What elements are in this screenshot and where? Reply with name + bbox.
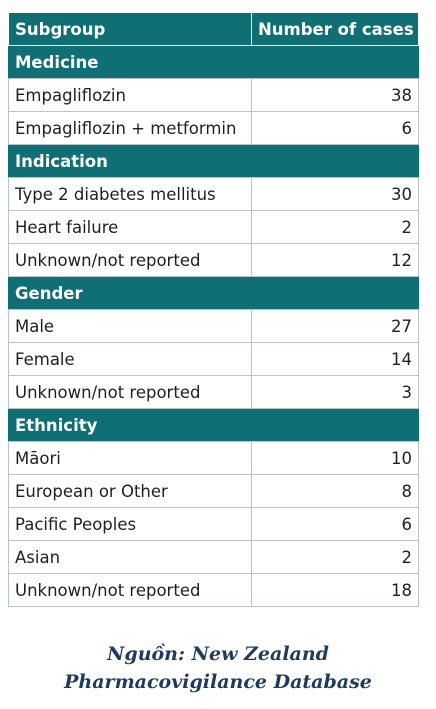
group-title: Indication bbox=[8, 144, 419, 178]
row-value: 38 bbox=[251, 78, 419, 112]
row-value: 14 bbox=[251, 342, 419, 376]
table-row: Pacific Peoples 6 bbox=[8, 507, 419, 541]
table-row: Female 14 bbox=[8, 342, 419, 376]
row-value: 2 bbox=[251, 210, 419, 244]
row-value: 2 bbox=[251, 540, 419, 574]
group-title: Gender bbox=[8, 276, 419, 310]
table-row: Heart failure 2 bbox=[8, 210, 419, 244]
row-label: Type 2 diabetes mellitus bbox=[8, 177, 252, 211]
row-value: 30 bbox=[251, 177, 419, 211]
row-label: Empagliflozin + metformin bbox=[8, 111, 252, 145]
row-value: 27 bbox=[251, 309, 419, 343]
table-row: Empagliflozin 38 bbox=[8, 78, 419, 112]
group-row-indication: Indication bbox=[8, 144, 419, 178]
cases-table: Subgroup Number of cases Medicine Empagl… bbox=[8, 12, 419, 607]
row-label: Male bbox=[8, 309, 252, 343]
table-row: Male 27 bbox=[8, 309, 419, 343]
source-caption: Nguồn: New Zealand Pharmacovigilance Dat… bbox=[0, 640, 436, 696]
table-row: Type 2 diabetes mellitus 30 bbox=[8, 177, 419, 211]
row-value: 6 bbox=[251, 507, 419, 541]
row-label: Unknown/not reported bbox=[8, 573, 252, 607]
source-line-2: Pharmacovigilance Database bbox=[64, 671, 372, 693]
group-title: Medicine bbox=[8, 45, 419, 79]
group-title: Ethnicity bbox=[8, 408, 419, 442]
table-row: Unknown/not reported 12 bbox=[8, 243, 419, 277]
source-line-1: Nguồn: New Zealand bbox=[107, 643, 329, 665]
row-label: Empagliflozin bbox=[8, 78, 252, 112]
row-label: Female bbox=[8, 342, 252, 376]
row-label: Unknown/not reported bbox=[8, 243, 252, 277]
table-row: Māori 10 bbox=[8, 441, 419, 475]
row-value: 10 bbox=[251, 441, 419, 475]
table-row: European or Other 8 bbox=[8, 474, 419, 508]
table-row: Empagliflozin + metformin 6 bbox=[8, 111, 419, 145]
group-row-ethnicity: Ethnicity bbox=[8, 408, 419, 442]
header-subgroup: Subgroup bbox=[8, 12, 252, 46]
row-value: 12 bbox=[251, 243, 419, 277]
row-label: Asian bbox=[8, 540, 252, 574]
row-label: European or Other bbox=[8, 474, 252, 508]
table-row: Asian 2 bbox=[8, 540, 419, 574]
row-label: Unknown/not reported bbox=[8, 375, 252, 409]
row-label: Pacific Peoples bbox=[8, 507, 252, 541]
row-value: 3 bbox=[251, 375, 419, 409]
row-label: Māori bbox=[8, 441, 252, 475]
row-value: 18 bbox=[251, 573, 419, 607]
table-row: Unknown/not reported 3 bbox=[8, 375, 419, 409]
group-row-medicine: Medicine bbox=[8, 45, 419, 79]
header-number-of-cases: Number of cases bbox=[251, 12, 419, 46]
row-value: 8 bbox=[251, 474, 419, 508]
row-label: Heart failure bbox=[8, 210, 252, 244]
row-value: 6 bbox=[251, 111, 419, 145]
table-header-row: Subgroup Number of cases bbox=[8, 12, 419, 46]
table-row: Unknown/not reported 18 bbox=[8, 573, 419, 607]
group-row-gender: Gender bbox=[8, 276, 419, 310]
